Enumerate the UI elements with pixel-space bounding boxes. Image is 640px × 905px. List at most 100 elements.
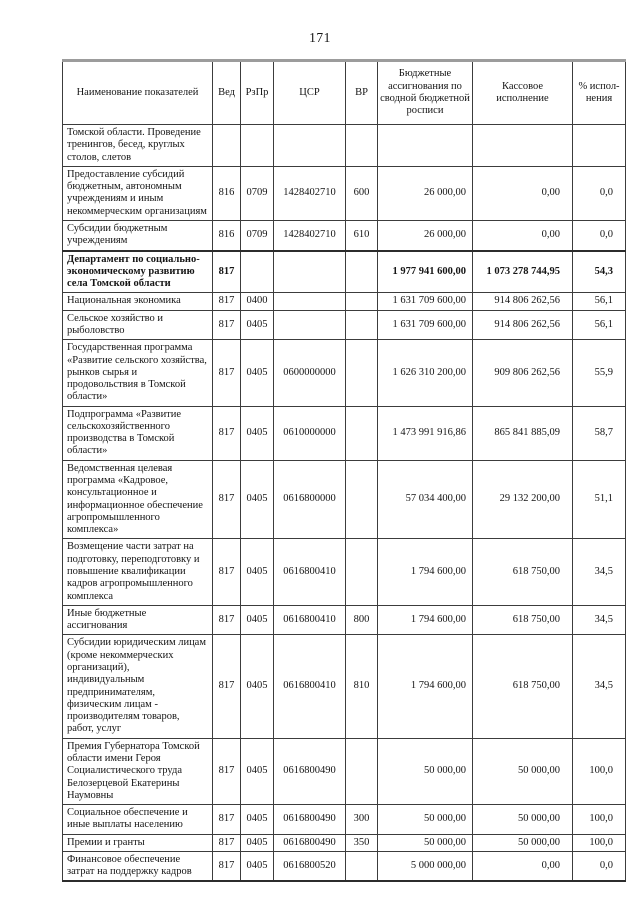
- cell-vr: [345, 850, 378, 882]
- cell-percent: 0,0: [572, 219, 626, 252]
- cell-name: Социальное обеспечение и иные выплаты на…: [62, 804, 213, 835]
- cell-csr: 0616800410: [273, 634, 346, 739]
- cell-budget: 1 626 310 200,00: [377, 339, 473, 407]
- cell-name: Национальная экономика: [62, 292, 213, 311]
- cell-rzpr: 0405: [240, 339, 274, 407]
- document-page: 171 Наименование показателей Вед РзПр ЦСР ВР…: [62, 30, 626, 883]
- cell-percent: 58,7: [572, 405, 626, 461]
- cell-csr: 1428402710: [273, 165, 346, 221]
- cell-csr: 0616800520: [273, 850, 346, 882]
- cell-rzpr: 0405: [240, 604, 274, 636]
- page-number: 171: [309, 30, 331, 45]
- cell-csr: 0610000000: [273, 405, 346, 461]
- cell-rzpr: 0709: [240, 165, 274, 221]
- cell-budget: 1 977 941 600,00: [377, 250, 473, 294]
- cell-percent: [572, 124, 626, 167]
- table-row: Субсидии бюджетным учреждениям 816 0709 142…: [62, 219, 626, 252]
- header-cell-ved: Вед: [212, 60, 241, 125]
- cell-csr: 0616800490: [273, 804, 346, 835]
- cell-budget: 1 473 991 916,86: [377, 405, 473, 461]
- table-row: Возмещение части затрат на подготовку, п…: [62, 538, 626, 606]
- cell-vr: [345, 250, 378, 294]
- cell-rzpr: [240, 250, 274, 294]
- cell-budget: 26 000,00: [377, 165, 473, 221]
- cell-csr: 1428402710: [273, 219, 346, 252]
- cell-percent: 0,0: [572, 165, 626, 221]
- cell-cash: 0,00: [472, 850, 573, 882]
- cell-cash: [472, 124, 573, 167]
- header-cell-rzpr: РзПр: [240, 60, 274, 125]
- cell-ved: 816: [212, 165, 241, 221]
- cell-ved: 817: [212, 292, 241, 311]
- table-row: Премии и гранты 817 0405 0616800490 350 50 00…: [62, 833, 626, 852]
- header-cell-budget: Бюджетные ассигнования по сводной бюджет…: [377, 60, 473, 125]
- table-header-row: Наименование показателей Вед РзПр ЦСР ВР Бюдж…: [62, 60, 626, 125]
- cell-rzpr: 0405: [240, 538, 274, 606]
- cell-cash: 618 750,00: [472, 604, 573, 636]
- table-row: Премия Губернатора Томской области имени…: [62, 737, 626, 806]
- table-row: Сельское хозяйство и рыболовство 817 0405 1…: [62, 309, 626, 341]
- header-cell-cash: Кассовое исполнение: [472, 60, 573, 125]
- cell-budget: 50 000,00: [377, 804, 473, 835]
- cell-rzpr: 0405: [240, 459, 274, 540]
- cell-budget: 50 000,00: [377, 737, 473, 806]
- cell-rzpr: 0405: [240, 309, 274, 341]
- cell-percent: 0,0: [572, 850, 626, 882]
- cell-rzpr: 0405: [240, 850, 274, 882]
- cell-percent: 56,1: [572, 309, 626, 341]
- table-row: Государственная программа «Развитие сель…: [62, 339, 626, 407]
- cell-vr: 350: [345, 833, 378, 852]
- cell-csr: [273, 292, 346, 311]
- table-row: Социальное обеспечение и иные выплаты на…: [62, 804, 626, 835]
- cell-name: Субсидии бюджетным учреждениям: [62, 219, 213, 252]
- table-row: Субсидии юридическим лицам (кроме некомм…: [62, 634, 626, 739]
- cell-csr: 0616800410: [273, 604, 346, 636]
- cell-percent: 56,1: [572, 292, 626, 311]
- cell-name: Иные бюджетные ассигнования: [62, 604, 213, 636]
- budget-execution-table: Наименование показателей Вед РзПр ЦСР ВР Бюдж…: [62, 59, 626, 883]
- cell-percent: 100,0: [572, 737, 626, 806]
- cell-csr: [273, 124, 346, 167]
- cell-name: Премия Губернатора Томской области имени…: [62, 737, 213, 806]
- cell-vr: 300: [345, 804, 378, 835]
- cell-cash: 0,00: [472, 219, 573, 252]
- cell-csr: 0616800000: [273, 459, 346, 540]
- cell-ved: 817: [212, 309, 241, 341]
- cell-percent: 100,0: [572, 833, 626, 852]
- cell-cash: 914 806 262,56: [472, 309, 573, 341]
- cell-vr: [345, 124, 378, 167]
- header-cell-name: Наименование показателей: [62, 60, 213, 125]
- cell-cash: 29 132 200,00: [472, 459, 573, 540]
- cell-vr: 600: [345, 165, 378, 221]
- cell-vr: 800: [345, 604, 378, 636]
- table-body: Томской области. Проведение тренингов, б…: [62, 124, 626, 882]
- cell-rzpr: 0400: [240, 292, 274, 311]
- cell-name: Государственная программа «Развитие сель…: [62, 339, 213, 407]
- cell-budget: 57 034 400,00: [377, 459, 473, 540]
- cell-ved: 817: [212, 804, 241, 835]
- cell-vr: [345, 309, 378, 341]
- cell-budget: 1 631 709 600,00: [377, 309, 473, 341]
- cell-cash: 50 000,00: [472, 737, 573, 806]
- table-row: Иные бюджетные ассигнования 817 0405 061680…: [62, 604, 626, 636]
- cell-name: Департамент по социально-экономическому …: [62, 250, 213, 294]
- cell-percent: 34,5: [572, 538, 626, 606]
- cell-budget: [377, 124, 473, 167]
- cell-ved: 817: [212, 850, 241, 882]
- cell-percent: 54,3: [572, 250, 626, 294]
- table-row: Ведомственная целевая программа «Кадрово…: [62, 459, 626, 540]
- cell-cash: 1 073 278 744,95: [472, 250, 573, 294]
- cell-name: Предоставление субсидий бюджетным, автон…: [62, 165, 213, 221]
- cell-percent: 51,1: [572, 459, 626, 540]
- cell-name: Финансовое обеспечение затрат на поддерж…: [62, 850, 213, 882]
- table-row: Финансовое обеспечение затрат на поддерж…: [62, 850, 626, 882]
- cell-name: Сельское хозяйство и рыболовство: [62, 309, 213, 341]
- header-cell-percent: % испол-нения: [572, 60, 626, 125]
- cell-percent: 34,5: [572, 634, 626, 739]
- cell-csr: [273, 309, 346, 341]
- cell-rzpr: 0405: [240, 804, 274, 835]
- cell-rzpr: 0405: [240, 833, 274, 852]
- cell-csr: 0616800410: [273, 538, 346, 606]
- table-row: Национальная экономика 817 0400 1 631 709 6…: [62, 292, 626, 311]
- cell-ved: 817: [212, 634, 241, 739]
